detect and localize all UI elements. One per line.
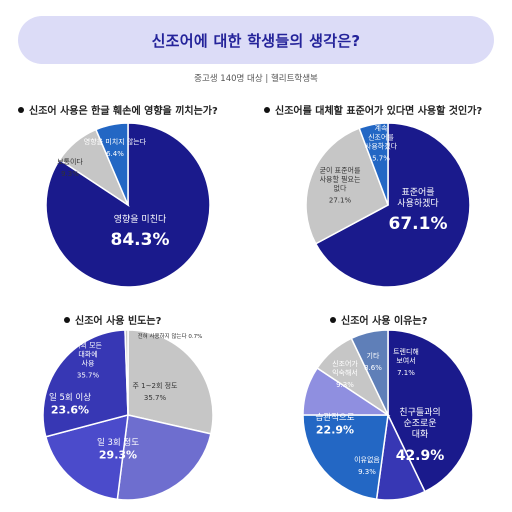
slice-percent: 22.9% (316, 424, 354, 437)
question-title-3: 신조어 사용 빈도는? (64, 312, 161, 327)
slice-label-group: 전혀 사용하지 않는다 0.7% (138, 332, 203, 340)
question-text-2: 신조어를 대체할 표준어가 있다면 사용할 것인가? (275, 106, 483, 117)
slice-label: 계속 (375, 123, 388, 132)
bullet-icon (18, 107, 24, 113)
page-subtitle: 중고생 140명 대상 | 헬리트학생복 (194, 74, 318, 84)
slice-label: 사용하겠다 (365, 141, 398, 150)
slice-label: 일 3회 정도 (97, 437, 139, 448)
slice-label: 없다 (334, 183, 347, 192)
pie-slice (350, 329, 389, 416)
question-title-1: 신조어 사용은 한글 훼손에 영향을 끼치는가? (18, 102, 218, 117)
slice-label-group: 주 1~2회 정도 35.7% (133, 381, 179, 402)
question-title-2: 신조어를 대체할 표준어가 있다면 사용할 것인가? (264, 102, 482, 117)
pie-slice (314, 122, 471, 288)
slice-percent: 29.3% (99, 449, 137, 462)
slice-label: 사용 (82, 358, 95, 367)
slice-label: 습관적으로 (315, 412, 354, 423)
slice-label: 영향을 미치지 않는다 (84, 137, 147, 146)
slice-label: 보통이다 (57, 157, 83, 166)
slice-label: 대화에 (78, 349, 97, 358)
slice-percent: 5.7% (372, 154, 390, 162)
slice-label: 트렌디해 (393, 347, 419, 356)
slice-label: 신조어가 (332, 359, 358, 368)
question-title-4: 신조어 사용 이유는? (330, 312, 427, 327)
slice-label: 일 5회 이상 (49, 392, 91, 403)
bullet-icon (330, 317, 336, 323)
pie-slice (305, 127, 389, 245)
slice-label: 영향을 미친다 (114, 213, 167, 225)
slice-percent: 27.1% (329, 196, 352, 204)
slice-label: 전혀 사용하지 않는다 0.7% (138, 332, 203, 340)
slice-label: 신조어를 (368, 132, 394, 141)
slice-percent: 8.6% (364, 364, 382, 372)
slice-percent: 67.1% (389, 214, 448, 234)
pie-slice (42, 329, 129, 438)
slice-label: 대화 (412, 429, 429, 440)
slice-label: 사용하겠다 (397, 198, 439, 209)
title-banner: 신조어에 대한 학생들의 생각은? (18, 16, 494, 64)
slice-label-group: 기타 8.6% (364, 351, 382, 372)
slice-percent: 6.4% (106, 150, 124, 158)
slice-percent: 23.6% (51, 404, 89, 417)
slice-label: 기타 (367, 351, 380, 360)
slice-percent: 42.9% (396, 448, 445, 464)
pie-slice (44, 413, 129, 501)
slice-label: 친구들과의 (399, 407, 440, 418)
slice-label: 사용할 필요는 (320, 174, 361, 183)
slice-label: 주 1~2회 정도 (133, 381, 179, 390)
slice-label: 이유없음 (354, 455, 380, 464)
slice-percent: 9.3% (358, 468, 376, 476)
pie-slice (94, 122, 129, 206)
bullet-icon (64, 317, 70, 323)
pie-slice (387, 329, 474, 493)
slice-label-group: 이유없음 9.3% (354, 455, 380, 476)
slice-label-group: 영향을 미친다 84.3% (111, 213, 170, 250)
question-text-4: 신조어 사용 이유는? (341, 316, 428, 327)
slice-label: 표준어를 (401, 187, 434, 198)
slice-label-group: 영향을 미치지 않는다 6.4% (84, 137, 147, 158)
slice-label: 보여서 (396, 356, 415, 365)
pie-slice (124, 329, 129, 416)
slice-percent: 84.3% (111, 230, 170, 250)
slice-label: 익숙해서 (332, 368, 358, 377)
slice-label: 굳이 표준어를 (320, 165, 361, 174)
slice-percent: 9.3% (61, 170, 79, 178)
slice-label: 순조로운 (403, 418, 436, 429)
bullet-icon (264, 107, 270, 113)
slice-label: 거의 모든 (74, 340, 103, 349)
pie-slice (127, 329, 214, 435)
question-text-3: 신조어 사용 빈도는? (75, 316, 162, 327)
slice-percent: 7.1% (397, 369, 415, 377)
pie-slice (302, 414, 389, 501)
pie-slice (116, 414, 212, 501)
slice-percent: 35.7% (144, 394, 167, 402)
question-text-1: 신조어 사용은 한글 훼손에 영향을 끼치는가? (29, 106, 218, 117)
slice-percent: 35.7% (77, 371, 100, 379)
slice-percent: 9.3% (336, 381, 354, 389)
page-title: 신조어에 대한 학생들의 생각은? (151, 31, 361, 50)
pie-slice (358, 122, 389, 206)
slice-label-group: 보통이다 9.3% (57, 157, 83, 178)
